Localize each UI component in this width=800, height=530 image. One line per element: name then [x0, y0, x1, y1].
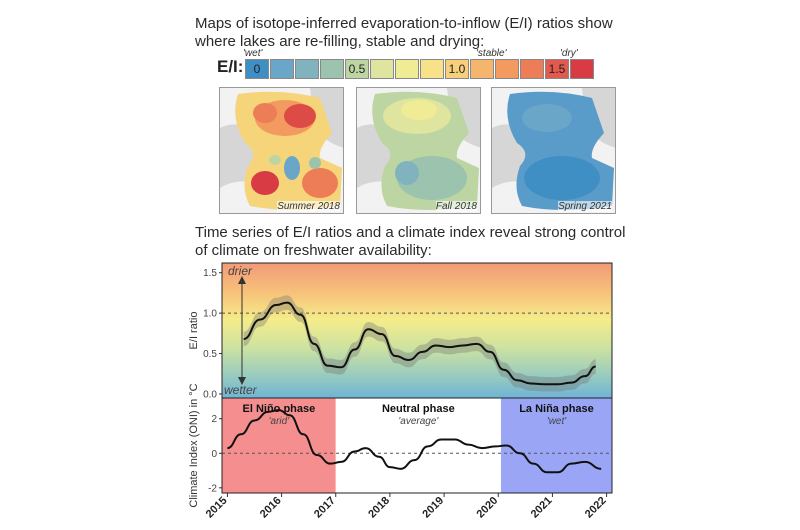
xtick-label: 2022 [583, 495, 609, 521]
ei-series-line [243, 301, 596, 386]
timeseries-caption-line2: of climate on freshwater availability: [195, 242, 432, 259]
ei-ylabel: E/I ratio [188, 312, 200, 350]
phase-band [500, 398, 612, 493]
scale-tag-wet: 'wet' [243, 48, 263, 59]
xtick-label: 2019 [420, 495, 446, 521]
ei-confidence-band [243, 295, 596, 392]
xtick-label: 2016 [258, 495, 284, 521]
ei-ytick-label: 1.5 [203, 268, 217, 279]
map-caption-fall-2018: Fall 2018 [435, 201, 477, 212]
annotation-wetter: wetter [224, 383, 258, 397]
scale-tag-stable: 'stable' [476, 48, 507, 59]
maps-caption-line1: Maps of isotope-inferred evaporation-to-… [195, 15, 613, 32]
map-fall-2018-graphic [357, 88, 480, 210]
scale-swatch: 1.0 [445, 59, 469, 79]
scale-swatch [295, 59, 319, 79]
scale-swatch [370, 59, 394, 79]
map-spring-2021-graphic [492, 88, 615, 210]
phase-subtitle: 'arid' [269, 416, 291, 427]
oni-series-line [227, 409, 602, 474]
phase-subtitle: 'average' [398, 416, 439, 427]
map-fall-2018: Fall 2018 [356, 87, 481, 214]
phase-title: Neutral phase [382, 403, 455, 415]
xtick-label: 2020 [475, 495, 501, 521]
ei-ytick-label: 1.0 [203, 309, 217, 320]
timeseries-caption-line1: Time series of E/I ratios and a climate … [195, 224, 626, 241]
phase-title: El Niño phase [243, 403, 316, 415]
phase-title: La Niña phase [519, 403, 594, 415]
xtick-label: 2017 [312, 495, 338, 521]
map-caption-summer-2018: Summer 2018 [277, 201, 340, 212]
scale-swatch: 1.5 [545, 59, 569, 79]
xtick-label: 2015 [204, 495, 230, 521]
map-caption-spring-2021: Spring 2021 [558, 201, 612, 212]
oni-ytick-label: -2 [208, 483, 217, 494]
arrow-head-down [238, 377, 246, 385]
maps-caption-line2: where lakes are re-filling, stable and d… [195, 33, 485, 50]
scale-tag-dry: 'dry' [560, 48, 578, 59]
scale-swatch [270, 59, 294, 79]
phase-subtitle: 'wet' [547, 416, 567, 427]
scale-label: E/I: [217, 57, 244, 76]
scale-swatch [320, 59, 344, 79]
scale-swatch [470, 59, 494, 79]
xtick-label: 2018 [366, 495, 392, 521]
map-spring-2021: Spring 2021 [491, 87, 616, 214]
xtick-label: 2021 [529, 495, 555, 521]
scale-swatch: 0.5 [345, 59, 369, 79]
scale-swatch [395, 59, 419, 79]
arrow-head-up [238, 276, 246, 284]
oni-ytick-label: 0 [211, 449, 217, 460]
oni-ylabel: Climate Index (ONI) in °C [188, 383, 200, 507]
annotation-drier: drier [228, 264, 253, 278]
scale-swatch [420, 59, 444, 79]
scale-swatch [570, 59, 594, 79]
ei-panel-background [222, 263, 612, 398]
scale-swatch [520, 59, 544, 79]
oni-panel-frame [221, 397, 613, 494]
oni-ytick-label: 2 [211, 414, 217, 425]
scale-swatch: 0 [245, 59, 269, 79]
ei-ytick-label: 0.0 [203, 389, 217, 400]
scale-swatch [495, 59, 519, 79]
ei-ytick-label: 0.5 [203, 349, 217, 360]
map-summer-2018-graphic [220, 88, 343, 210]
map-summer-2018: Summer 2018 [219, 87, 344, 214]
phase-band [222, 398, 336, 493]
